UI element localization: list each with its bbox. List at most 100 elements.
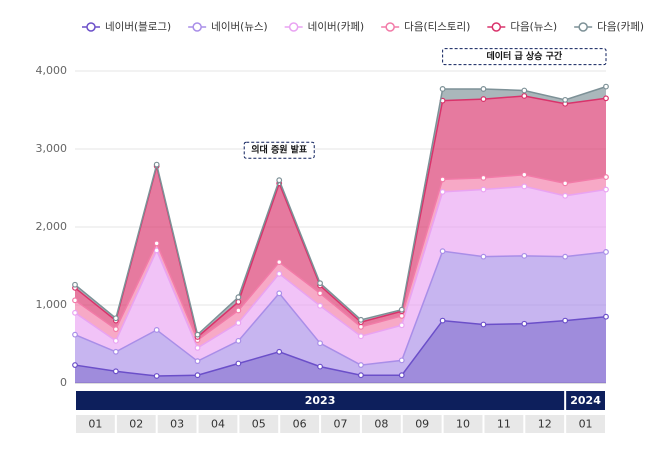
- point: [562, 192, 569, 199]
- point: [317, 280, 323, 287]
- legend-label: 다음(뉴스): [510, 21, 557, 33]
- point: [112, 337, 119, 344]
- point: [358, 323, 364, 330]
- point: [480, 253, 487, 260]
- point: [153, 161, 160, 168]
- legend-marker: [578, 22, 588, 32]
- point: [194, 372, 201, 379]
- point: [194, 358, 201, 365]
- point: [398, 322, 405, 329]
- point: [358, 316, 364, 323]
- area: [75, 95, 606, 341]
- point: [153, 373, 160, 379]
- area: [75, 316, 606, 383]
- point: [521, 252, 528, 259]
- point: [562, 317, 569, 324]
- x-tick-label: 01: [88, 418, 102, 431]
- point: [562, 253, 569, 260]
- point: [72, 331, 78, 338]
- point: [235, 337, 242, 344]
- point: [276, 259, 283, 266]
- legend-label: 네이버(블로그): [105, 21, 171, 33]
- point: [439, 176, 446, 183]
- point: [276, 177, 283, 184]
- y-tick-label: 2,000: [36, 220, 68, 233]
- month-cell: [280, 415, 320, 433]
- y-tick-label: 3,000: [36, 142, 68, 155]
- point: [72, 281, 78, 288]
- point: [358, 333, 364, 340]
- area: [75, 174, 606, 348]
- point: [521, 87, 528, 94]
- x-tick-label: 01: [579, 418, 593, 431]
- legend-label: 다음(티스토리): [404, 21, 470, 33]
- x-tick-label: 03: [170, 418, 184, 431]
- point: [72, 309, 78, 316]
- point: [358, 372, 364, 379]
- point: [317, 302, 323, 309]
- point: [603, 95, 609, 102]
- point: [603, 186, 609, 193]
- legend-marker: [491, 22, 502, 32]
- point: [358, 362, 364, 368]
- legend-marker: [86, 22, 96, 32]
- point: [398, 357, 405, 364]
- point: [235, 307, 242, 314]
- point: [194, 331, 201, 338]
- area: [75, 186, 606, 366]
- point: [317, 290, 323, 297]
- x-tick-label: 12: [538, 418, 552, 431]
- point: [603, 249, 609, 255]
- point: [603, 174, 609, 180]
- month-cell: [239, 415, 279, 433]
- point: [235, 320, 242, 326]
- point: [276, 270, 283, 277]
- annotation-box: [243, 141, 315, 159]
- month-cell: [76, 415, 115, 433]
- point: [112, 326, 119, 333]
- point: [480, 86, 487, 92]
- month-cell: [443, 415, 483, 433]
- point: [153, 327, 160, 333]
- x-tick-label: 08: [374, 418, 388, 431]
- year-label: 2023: [305, 394, 336, 407]
- legend-label: 다음(카페): [597, 21, 644, 33]
- point: [439, 248, 446, 255]
- year-band: [76, 391, 565, 410]
- point: [398, 372, 405, 379]
- point: [562, 180, 569, 187]
- point: [521, 183, 528, 190]
- point: [72, 362, 78, 368]
- point: [439, 188, 446, 195]
- annotation: 의대 증원 발표: [251, 144, 308, 156]
- point: [521, 320, 528, 327]
- y-tick-label: 4,000: [36, 64, 68, 77]
- x-tick-label: 04: [211, 418, 225, 431]
- x-tick-label: 10: [456, 418, 470, 431]
- legend-marker: [192, 22, 202, 32]
- point: [521, 93, 528, 99]
- point: [235, 360, 242, 367]
- legend-marker: [385, 22, 395, 32]
- line: [74, 173, 607, 342]
- month-cell: [361, 415, 401, 433]
- annotation: 데이터 급 상승 구간: [486, 50, 562, 62]
- x-tick-label: 07: [334, 418, 348, 431]
- x-tick-label: 11: [497, 418, 511, 431]
- legend-label: 네이버(카페): [308, 21, 365, 33]
- point: [112, 315, 119, 322]
- point: [112, 368, 119, 375]
- point: [521, 171, 528, 178]
- point: [153, 240, 160, 247]
- point: [235, 298, 242, 305]
- point: [194, 345, 201, 351]
- point: [603, 83, 609, 90]
- month-cell: [566, 415, 605, 433]
- year-band: [566, 391, 605, 410]
- line: [74, 85, 607, 337]
- point: [439, 317, 446, 324]
- legend-label: 네이버(뉴스): [211, 21, 268, 33]
- x-tick-label: 06: [293, 418, 307, 431]
- month-cell: [321, 415, 360, 433]
